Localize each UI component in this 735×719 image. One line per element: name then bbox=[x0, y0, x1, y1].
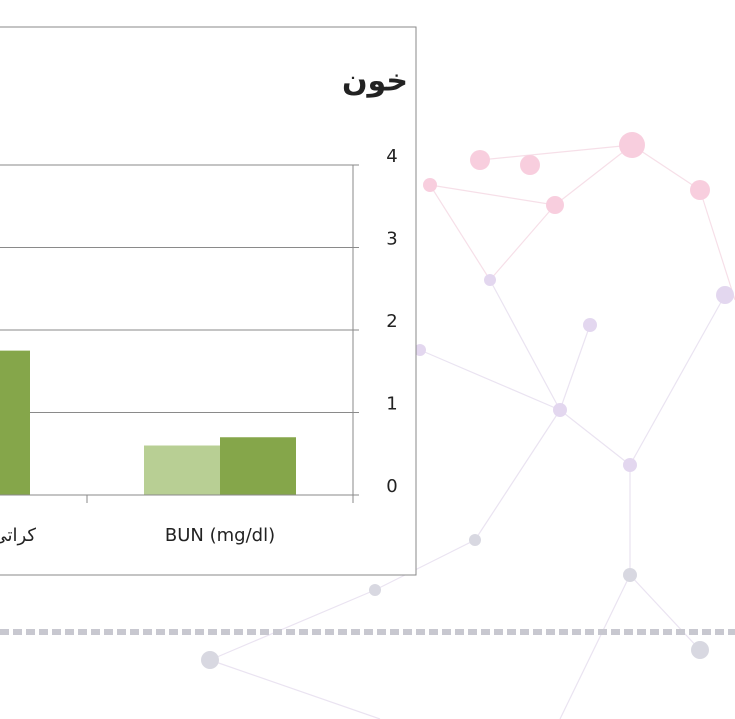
y-tick-label: 1 bbox=[386, 394, 397, 415]
y-tick-label: 2 bbox=[386, 311, 397, 332]
chart-title: خون bbox=[342, 64, 408, 99]
bar bbox=[144, 446, 220, 496]
y-tick-label: 0 bbox=[386, 476, 397, 497]
bar bbox=[220, 437, 296, 495]
screen: خون 0 1 2 3 4 کراتی BUN (mg/dl) bbox=[0, 0, 735, 719]
bar bbox=[0, 351, 30, 495]
y-tick-label: 4 bbox=[386, 146, 397, 167]
x-tick-label: BUN (mg/dl) bbox=[165, 525, 275, 546]
x-tick-label: کراتی bbox=[0, 525, 36, 546]
y-tick-label: 3 bbox=[386, 229, 397, 250]
page: {"chart_data": {"type": "bar", "title": … bbox=[0, 0, 735, 719]
